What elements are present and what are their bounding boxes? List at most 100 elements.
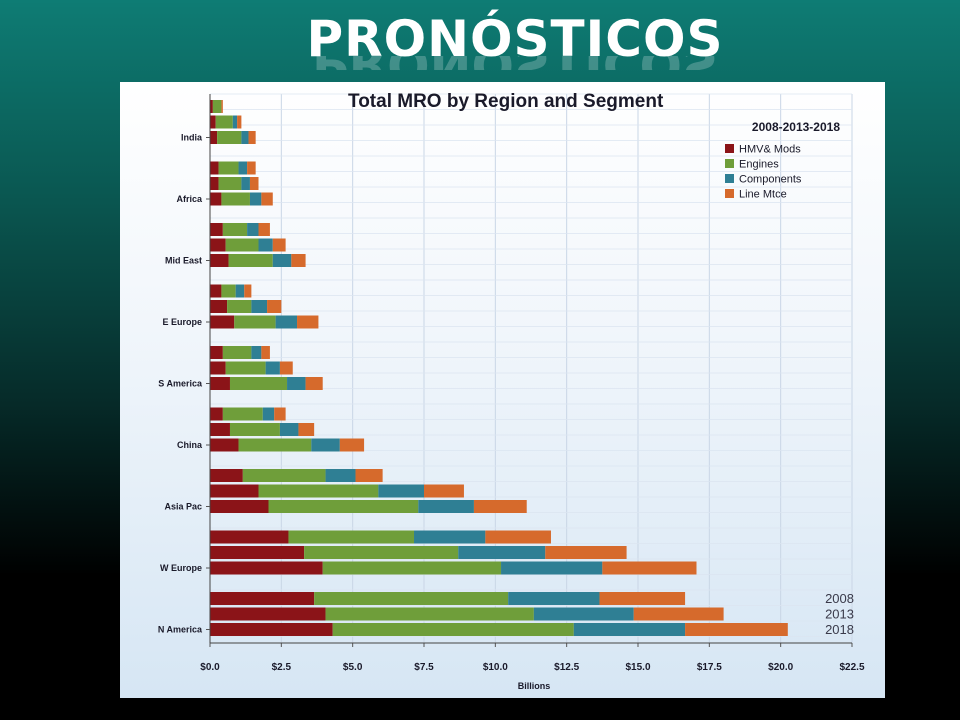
bar-mid-east-2018-components <box>272 254 292 267</box>
bar-africa-2008-components <box>238 161 248 175</box>
bar-asia-pac-2013-engines <box>258 484 379 498</box>
bar-africa-2008-engines <box>218 161 239 175</box>
mro-chart: $0.0 $2.5 $5.0 $7.5 $10.0 $12.5 $15.0 $17.5 $20.… <box>158 91 865 691</box>
chart-subtitle: 2008-2013-2018 <box>752 120 840 134</box>
x-tick-label: $7.5 <box>414 662 434 673</box>
bar-china-2008-line-mtce <box>274 407 286 421</box>
bar-n-america-2018-line-mtce <box>685 623 788 636</box>
bar-s-america-2013-hmv-mods <box>210 361 226 375</box>
bar-e-europe-2013-engines <box>227 300 252 313</box>
bar-n-america-2018-components <box>573 623 686 636</box>
chart-title: Total MRO by Region and Segment <box>348 91 664 112</box>
bar-mid-east-2018-hmv-mods <box>210 254 229 267</box>
bar-india-2008-engines <box>212 100 222 113</box>
bar-asia-pac-2013-hmv-mods <box>210 484 259 498</box>
bar-asia-pac-2013-components <box>378 484 424 498</box>
bar-china-2008-components <box>262 407 275 421</box>
legend-swatch <box>725 174 734 183</box>
bar-india-2013-components <box>232 115 238 129</box>
category-label: Africa <box>176 194 203 204</box>
bar-africa-2013-components <box>241 177 250 190</box>
bar-mid-east-2018-engines <box>228 254 273 267</box>
legend-swatch <box>725 159 734 168</box>
bar-e-europe-2013-hmv-mods <box>210 300 228 313</box>
bar-n-america-2013-hmv-mods <box>210 607 326 621</box>
bar-w-europe-2013-engines <box>304 546 459 559</box>
bar-w-europe-2018-line-mtce <box>602 561 697 575</box>
bar-s-america-2008-hmv-mods <box>210 346 223 359</box>
legend-label: Components <box>739 174 802 186</box>
bar-mid-east-2013-hmv-mods <box>210 238 226 252</box>
bar-india-2008-hmv-mods <box>210 100 213 113</box>
bar-e-europe-2018-line-mtce <box>297 315 319 329</box>
x-tick-label: $12.5 <box>554 662 579 673</box>
bar-china-2013-engines <box>229 423 280 436</box>
bar-india-2008-line-mtce <box>221 100 223 113</box>
category-label: E Europe <box>162 317 202 327</box>
bar-n-america-2008-engines <box>314 592 509 605</box>
bar-africa-2018-hmv-mods <box>210 192 222 206</box>
x-axis-label: Billions <box>518 681 551 691</box>
bar-africa-2018-line-mtce <box>261 192 273 206</box>
legend-swatch <box>725 189 734 198</box>
bar-e-europe-2008-engines <box>221 284 236 298</box>
bar-s-america-2013-engines <box>225 361 266 375</box>
bar-w-europe-2008-components <box>414 530 486 544</box>
bar-w-europe-2018-engines <box>322 561 502 575</box>
bar-w-europe-2013-line-mtce <box>545 546 627 559</box>
bar-mid-east-2008-engines <box>222 223 248 236</box>
bar-n-america-2018-engines <box>332 623 574 636</box>
bar-mid-east-2008-line-mtce <box>258 223 270 236</box>
grid-lines <box>209 93 853 643</box>
bar-india-2018-line-mtce <box>248 131 256 144</box>
bar-e-europe-2008-hmv-mods <box>210 284 222 298</box>
legend-swatch <box>725 144 734 153</box>
category-label: N America <box>158 625 203 635</box>
bar-s-america-2018-hmv-mods <box>210 377 230 390</box>
bar-asia-pac-2008-hmv-mods <box>210 469 243 482</box>
bar-n-america-2013-engines <box>325 607 534 621</box>
bar-africa-2013-engines <box>218 177 242 190</box>
axes: $0.0 $2.5 $5.0 $7.5 $10.0 $12.5 $15.0 $17.5 $20.… <box>158 94 865 673</box>
bar-w-europe-2008-line-mtce <box>485 530 551 544</box>
bar-e-europe-2018-engines <box>234 315 276 329</box>
bar-india-2018-engines <box>217 131 242 144</box>
bar-w-europe-2013-hmv-mods <box>210 546 305 559</box>
bar-africa-2018-components <box>249 192 262 206</box>
x-tick-label: $20.0 <box>768 662 793 673</box>
legend-label: Engines <box>739 159 779 171</box>
bar-mid-east-2013-line-mtce <box>272 238 286 252</box>
bar-asia-pac-2008-line-mtce <box>355 469 383 482</box>
category-label: W Europe <box>160 563 202 573</box>
year-label: 2013 <box>825 607 854 622</box>
x-tick-label: $10.0 <box>483 662 508 673</box>
bar-n-america-2008-line-mtce <box>599 592 686 605</box>
bar-india-2013-engines <box>215 115 233 129</box>
bar-africa-2008-line-mtce <box>247 161 256 175</box>
bar-china-2008-hmv-mods <box>210 407 223 421</box>
x-tick-label: $5.0 <box>343 662 363 673</box>
bar-n-america-2013-components <box>533 607 634 621</box>
bar-mid-east-2018-line-mtce <box>291 254 306 267</box>
bar-asia-pac-2008-components <box>325 469 356 482</box>
bar-india-2013-hmv-mods <box>210 115 216 129</box>
bar-africa-2013-hmv-mods <box>210 177 219 190</box>
bar-s-america-2013-line-mtce <box>279 361 293 375</box>
bar-e-europe-2013-line-mtce <box>267 300 282 313</box>
bar-n-america-2013-line-mtce <box>633 607 724 621</box>
category-label: Mid East <box>165 256 202 266</box>
slide-title: PRONÓSTICOS <box>306 10 724 68</box>
bar-mid-east-2013-engines <box>225 238 259 252</box>
category-label: S America <box>158 379 203 389</box>
bar-africa-2013-line-mtce <box>249 177 259 190</box>
bar-n-america-2018-hmv-mods <box>210 623 333 636</box>
bar-china-2018-components <box>311 438 340 452</box>
bar-e-europe-2008-line-mtce <box>244 284 252 298</box>
bar-e-europe-2018-components <box>275 315 298 329</box>
bar-india-2013-line-mtce <box>237 115 242 129</box>
bar-w-europe-2013-components <box>458 546 546 559</box>
x-tick-label: $15.0 <box>625 662 650 673</box>
bar-e-europe-2013-components <box>251 300 268 313</box>
category-label: India <box>181 133 203 143</box>
year-label: 2008 <box>825 591 854 606</box>
